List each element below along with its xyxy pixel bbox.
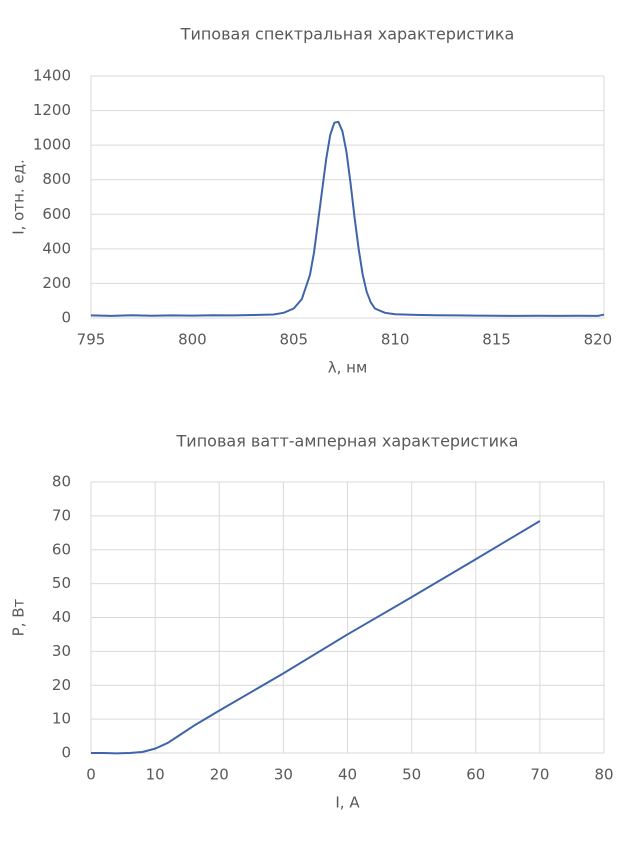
y-tick-label: 0: [61, 309, 71, 327]
y-tick-label: 1000: [33, 136, 71, 154]
plot-frame: [90, 75, 605, 319]
y-tick-label: 800: [42, 170, 71, 188]
y-tick-label: 20: [52, 676, 71, 694]
y-tick-label: 600: [42, 205, 71, 223]
plot-frame: [90, 481, 605, 754]
y-tick-label: 0: [61, 744, 71, 762]
x-tick-label: 20: [210, 766, 229, 784]
y-tick-label: 200: [42, 274, 71, 292]
x-tick-label: 810: [381, 331, 410, 349]
y-tick-label: 30: [52, 642, 71, 660]
y-tick-label: 1200: [33, 101, 71, 119]
y-tick-label: 1400: [33, 67, 71, 85]
x-tick-label: 815: [482, 331, 511, 349]
x-tick-label: 60: [466, 766, 485, 784]
chart-title: Типовая ватт-амперная характеристика: [176, 432, 519, 451]
x-tick-label: 40: [338, 766, 357, 784]
y-tick-label: 40: [52, 608, 71, 626]
x-axis-label: I, A: [335, 794, 360, 812]
y-tick-label: 400: [42, 239, 71, 257]
y-tick-label: 10: [52, 710, 71, 728]
x-tick-label: 30: [274, 766, 293, 784]
x-tick-label: 10: [146, 766, 165, 784]
x-tick-label: 820: [584, 331, 613, 349]
y-tick-label: 80: [52, 473, 71, 491]
x-tick-label: 795: [77, 331, 106, 349]
x-axis-label: λ, нм: [328, 359, 368, 377]
y-tick-label: 50: [52, 574, 71, 592]
chart-title: Типовая спектральная характеристика: [180, 25, 515, 44]
x-tick-label: 805: [279, 331, 308, 349]
data-line: [91, 520, 541, 755]
x-tick-label: 80: [594, 766, 613, 784]
y-axis-label: I, отн. ед.: [10, 159, 28, 235]
data-line: [90, 120, 605, 317]
x-tick-label: 50: [402, 766, 421, 784]
x-tick-label: 800: [178, 331, 207, 349]
x-tick-label: 70: [530, 766, 549, 784]
y-tick-label: 60: [52, 540, 71, 558]
y-axis-label: P, Вт: [10, 598, 28, 636]
y-tick-label: 70: [52, 506, 71, 524]
x-tick-label: 0: [86, 766, 96, 784]
